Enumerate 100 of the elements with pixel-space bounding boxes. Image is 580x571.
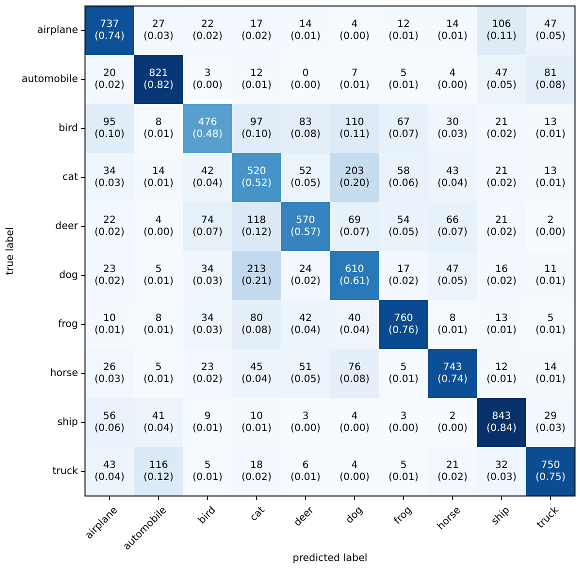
data-label: 14 [446,19,459,30]
data-label: 54 [397,215,410,226]
data-label: 14 [152,166,165,178]
data-label: 821 [148,68,168,80]
data-label: 10 [250,411,263,422]
data-label: 7 [351,68,358,80]
x-tick-label: frog [392,504,414,527]
data-label: 97 [250,117,263,128]
data-label: 610 [344,264,364,276]
annotation: (0.12) [241,227,272,238]
annotation: (0.01) [94,325,125,336]
annotation: (0.04) [437,178,468,190]
data-label: 34 [201,313,214,324]
annotation: (0.11) [339,129,370,140]
annotation: (0.00) [535,227,566,238]
annotation: (0.01) [535,276,566,288]
annotation: (0.00) [192,80,223,92]
data-label: 41 [152,411,165,422]
annotation: (0.82) [143,80,174,92]
annotation: (0.01) [143,178,174,190]
data-label: 17 [397,264,410,276]
annotation: (0.03) [192,276,223,288]
annotation: (0.00) [388,423,419,434]
annotation: (0.01) [143,325,174,336]
annotation: (0.74) [437,374,468,386]
y-tick-label: dog [59,270,78,282]
annotation: (0.01) [486,325,517,336]
annotation: (0.57) [290,227,321,238]
annotation: (0.00) [290,423,321,434]
data-label: 5 [400,68,407,80]
data-label: 8 [155,313,162,324]
data-label: 66 [446,215,459,226]
annotation: (0.48) [192,129,223,140]
annotation: (0.01) [290,472,321,484]
annotation: (0.02) [192,374,223,386]
data-label: 40 [348,313,361,324]
data-label: 43 [446,166,459,178]
data-label: 45 [250,362,263,374]
data-label: 3 [204,68,211,80]
data-label: 750 [540,460,560,472]
annotation: (0.00) [339,31,370,42]
annotation: (0.08) [535,80,566,92]
annotation: (0.10) [94,129,125,140]
data-label: 12 [250,68,263,80]
data-label: 34 [103,166,116,178]
annotation: (0.02) [94,227,125,238]
x-tick-label: cat [248,504,268,524]
annotation: (0.03) [143,31,174,42]
data-label: 69 [348,215,361,226]
data-label: 5 [204,460,211,472]
data-label: 76 [348,362,361,374]
y-tick-label: cat [62,172,78,184]
data-label: 3 [400,411,407,422]
y-tick-label: automobile [22,74,78,86]
data-label: 9 [204,411,211,422]
data-label: 17 [250,19,263,30]
annotation: (0.01) [486,374,517,386]
data-label: 16 [495,264,508,276]
annotation: (0.11) [486,31,517,42]
data-label: 760 [394,313,414,324]
annotation: (0.01) [388,374,419,386]
annotation: (0.01) [192,423,223,434]
data-label: 106 [492,19,512,30]
y-axis-title: true label [5,227,16,275]
annotation: (0.10) [241,129,272,140]
data-label: 4 [155,215,162,226]
annotation: (0.04) [192,178,223,190]
annotation: (0.01) [143,374,174,386]
annotation: (0.75) [535,472,566,484]
data-label: 520 [246,166,266,178]
data-label: 47 [544,19,557,30]
data-label: 23 [201,362,214,374]
data-label: 29 [544,411,557,422]
annotation: (0.08) [241,325,272,336]
data-label: 81 [544,68,557,80]
data-label: 4 [351,19,358,30]
data-label: 95 [103,117,116,128]
annotation: (0.52) [241,178,272,190]
annotation: (0.00) [290,80,321,92]
data-label: 5 [155,264,162,276]
data-label: 5 [400,460,407,472]
data-label: 21 [495,117,508,128]
data-label: 56 [103,411,116,422]
annotation: (0.01) [388,472,419,484]
annotation: (0.01) [290,31,321,42]
data-label: 42 [201,166,214,178]
data-label: 14 [544,362,557,374]
annotation: (0.01) [388,31,419,42]
annotation: (0.06) [388,178,419,190]
annotation: (0.02) [437,472,468,484]
data-label: 6 [302,460,309,472]
annotation: (0.02) [388,276,419,288]
annotation: (0.84) [486,423,517,434]
annotation: (0.03) [94,374,125,386]
data-label: 8 [449,313,456,324]
data-label: 5 [400,362,407,374]
data-label: 83 [299,117,312,128]
annotation: (0.04) [241,374,272,386]
annotation: (0.03) [437,129,468,140]
data-label: 118 [246,215,266,226]
